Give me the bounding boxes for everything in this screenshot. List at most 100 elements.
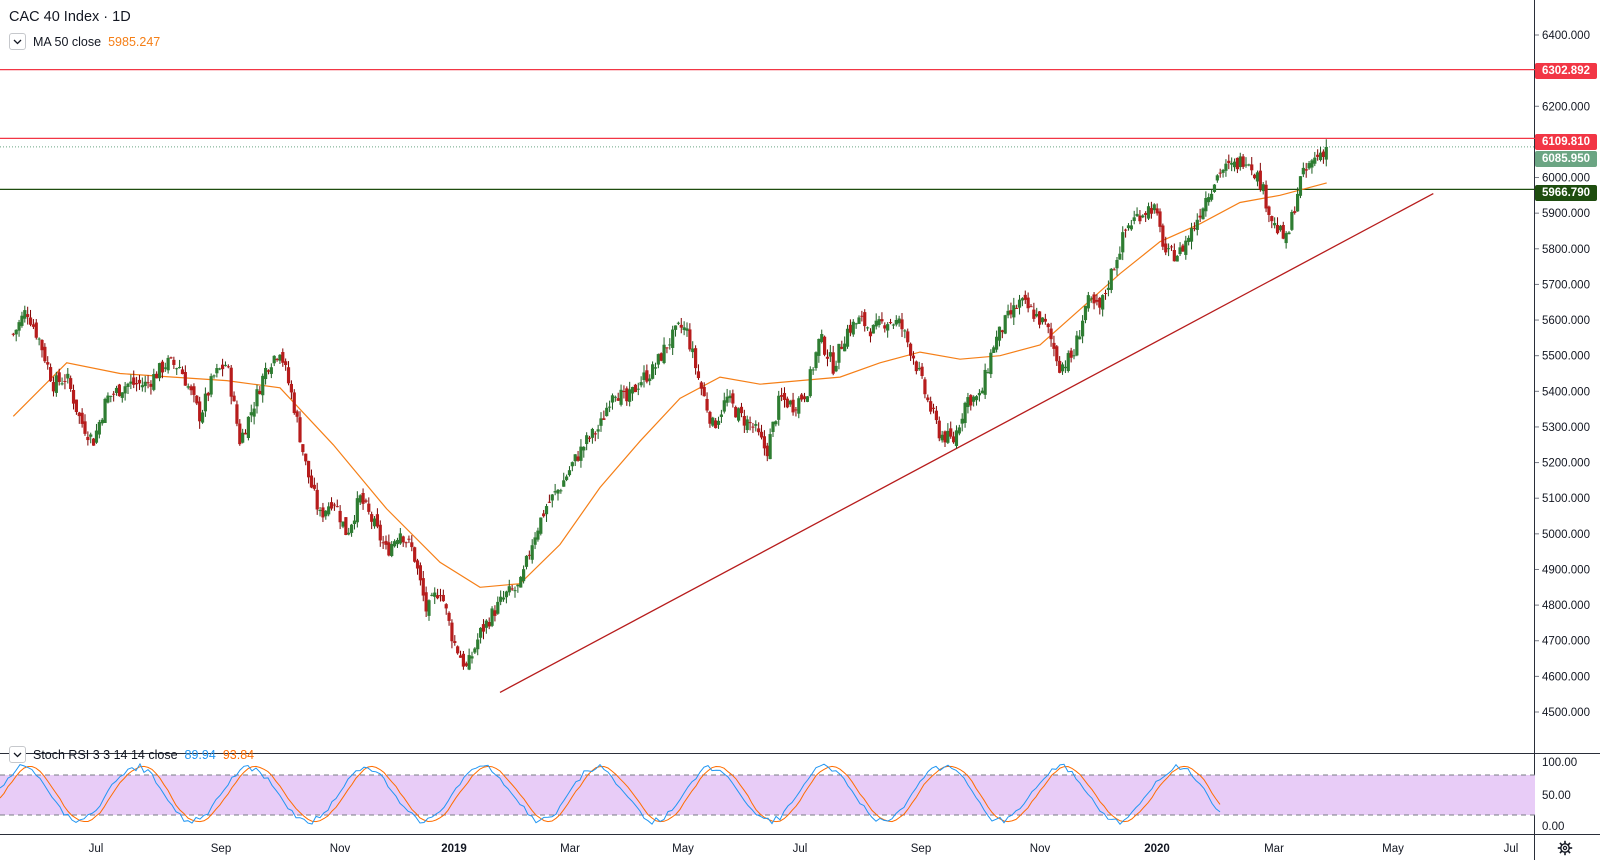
candle[interactable] [458, 655, 463, 658]
candle[interactable] [507, 586, 511, 593]
candle[interactable] [232, 395, 236, 402]
candle[interactable] [157, 363, 162, 379]
candle[interactable] [547, 501, 551, 503]
candle[interactable] [43, 346, 47, 362]
candle[interactable] [570, 462, 574, 467]
candle[interactable] [866, 327, 870, 329]
candle[interactable] [17, 322, 21, 331]
candle[interactable] [748, 422, 752, 424]
candle[interactable] [954, 430, 959, 446]
candle[interactable] [318, 510, 322, 512]
candle[interactable] [1321, 151, 1325, 157]
candle[interactable] [180, 369, 185, 375]
candle[interactable] [734, 407, 738, 418]
candle[interactable] [874, 320, 878, 327]
candle[interactable] [762, 436, 766, 449]
candle[interactable] [367, 503, 371, 512]
candle[interactable] [682, 327, 686, 331]
candle[interactable] [309, 475, 314, 488]
candle[interactable] [1049, 328, 1053, 340]
candle[interactable] [868, 331, 873, 337]
candle[interactable] [106, 395, 110, 403]
candle[interactable] [66, 373, 70, 379]
candle[interactable] [1224, 163, 1228, 171]
candle[interactable] [235, 404, 239, 424]
candle[interactable] [768, 434, 772, 460]
candle[interactable] [737, 408, 741, 421]
candle[interactable] [854, 323, 858, 325]
candle[interactable] [1040, 317, 1045, 323]
candle[interactable] [888, 322, 893, 324]
candle[interactable] [275, 359, 279, 361]
candle[interactable] [1141, 215, 1145, 218]
candle[interactable] [1316, 154, 1320, 157]
candle[interactable] [567, 470, 572, 476]
candle[interactable] [1281, 225, 1285, 239]
candle[interactable] [628, 389, 632, 402]
candle[interactable] [917, 367, 921, 370]
candle[interactable] [132, 377, 136, 385]
candle[interactable] [960, 418, 964, 424]
candle[interactable] [1132, 217, 1136, 222]
candle[interactable] [1287, 232, 1291, 235]
candle[interactable] [877, 319, 881, 326]
candle[interactable] [92, 438, 96, 446]
candle[interactable] [1212, 184, 1217, 192]
candle[interactable] [74, 399, 78, 413]
candle[interactable] [800, 394, 804, 400]
candle[interactable] [350, 524, 354, 533]
candle[interactable] [34, 322, 38, 338]
candle[interactable] [1035, 313, 1039, 317]
candle[interactable] [714, 420, 718, 429]
candle[interactable] [542, 513, 546, 517]
candle[interactable] [648, 378, 652, 381]
candle[interactable] [725, 396, 729, 403]
candle[interactable] [183, 372, 187, 386]
candle[interactable] [1098, 297, 1102, 308]
candle[interactable] [1267, 206, 1271, 215]
candle[interactable] [625, 388, 629, 402]
candle[interactable] [1095, 299, 1099, 302]
candle[interactable] [384, 540, 388, 545]
candle[interactable] [840, 346, 844, 349]
candle[interactable] [1207, 197, 1211, 203]
candle[interactable] [745, 419, 749, 431]
candle[interactable] [450, 622, 454, 642]
candle[interactable] [679, 324, 683, 328]
candle[interactable] [782, 392, 787, 400]
candle[interactable] [539, 517, 543, 534]
candle[interactable] [843, 343, 847, 352]
candle[interactable] [524, 555, 529, 567]
candle[interactable] [860, 315, 864, 317]
candle[interactable] [759, 431, 764, 438]
candle[interactable] [880, 319, 884, 322]
candle[interactable] [401, 536, 405, 543]
candle[interactable] [1012, 305, 1016, 318]
candle[interactable] [992, 347, 996, 353]
candle[interactable] [645, 370, 649, 382]
candle[interactable] [1043, 318, 1047, 322]
candle[interactable] [1046, 323, 1050, 328]
candle[interactable] [1112, 269, 1116, 271]
candle[interactable] [298, 417, 302, 443]
candle[interactable] [1238, 156, 1242, 168]
candle[interactable] [676, 322, 680, 324]
collapse-legend-button[interactable] [9, 33, 26, 50]
candle[interactable] [593, 433, 597, 435]
trendline[interactable] [499, 192, 1434, 693]
candle[interactable] [1092, 294, 1096, 304]
candle[interactable] [883, 325, 887, 329]
candle[interactable] [705, 398, 709, 411]
candle[interactable] [814, 352, 818, 369]
candle[interactable] [900, 319, 904, 330]
candle[interactable] [1032, 309, 1036, 319]
candle[interactable] [848, 324, 852, 333]
candle[interactable] [206, 392, 210, 396]
candle[interactable] [894, 320, 898, 325]
candle[interactable] [897, 318, 901, 324]
candle[interactable] [496, 601, 500, 614]
candle[interactable] [332, 504, 336, 506]
candle[interactable] [1247, 164, 1251, 166]
candle[interactable] [169, 357, 173, 359]
candle[interactable] [989, 352, 993, 375]
